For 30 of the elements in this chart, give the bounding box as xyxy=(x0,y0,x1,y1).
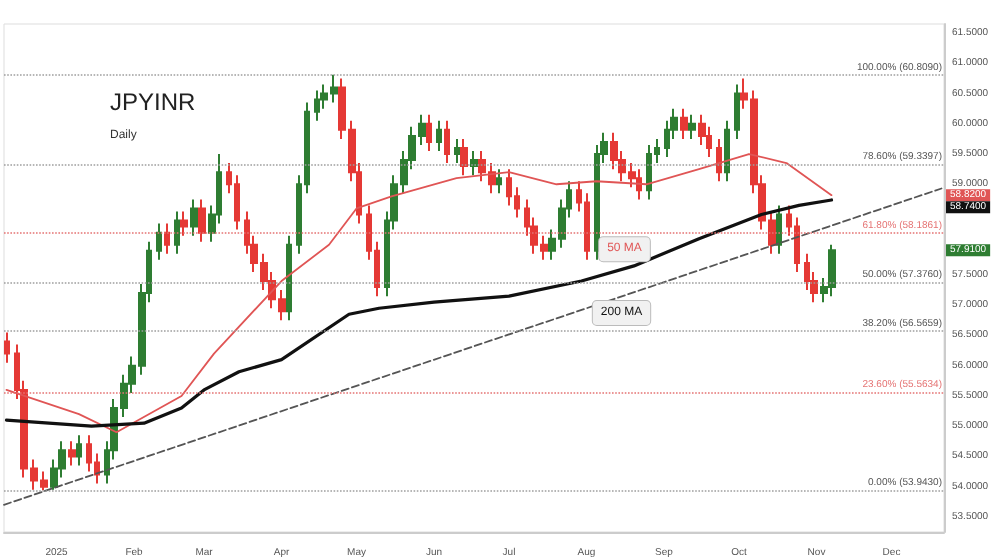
candlestick xyxy=(680,107,688,140)
candlestick xyxy=(4,331,10,364)
candlestick xyxy=(68,440,76,467)
candlestick xyxy=(646,143,652,201)
candlestick xyxy=(180,210,188,237)
candlestick xyxy=(286,234,292,322)
candlestick xyxy=(470,150,478,177)
candlestick xyxy=(734,83,740,140)
candlestick xyxy=(724,119,730,183)
line-series xyxy=(5,153,833,434)
candlestick xyxy=(496,168,502,195)
line-series xyxy=(4,198,834,428)
candlestick xyxy=(716,137,722,183)
candlestick xyxy=(76,434,82,467)
candlestick xyxy=(688,113,696,140)
candlestick xyxy=(776,204,782,255)
candlestick xyxy=(156,222,162,261)
candlestick xyxy=(190,198,198,237)
candlestick xyxy=(164,222,170,255)
candlestick xyxy=(426,113,432,152)
candlestick xyxy=(454,137,460,165)
candlestick xyxy=(174,210,180,255)
candlestick xyxy=(460,137,468,177)
candlestick xyxy=(314,89,320,122)
text: JPYINR xyxy=(110,88,197,116)
candlestick xyxy=(436,119,442,152)
candlestick xyxy=(198,198,206,243)
candlestick xyxy=(444,119,450,165)
candlestick xyxy=(636,168,642,201)
candlestick xyxy=(828,243,836,298)
